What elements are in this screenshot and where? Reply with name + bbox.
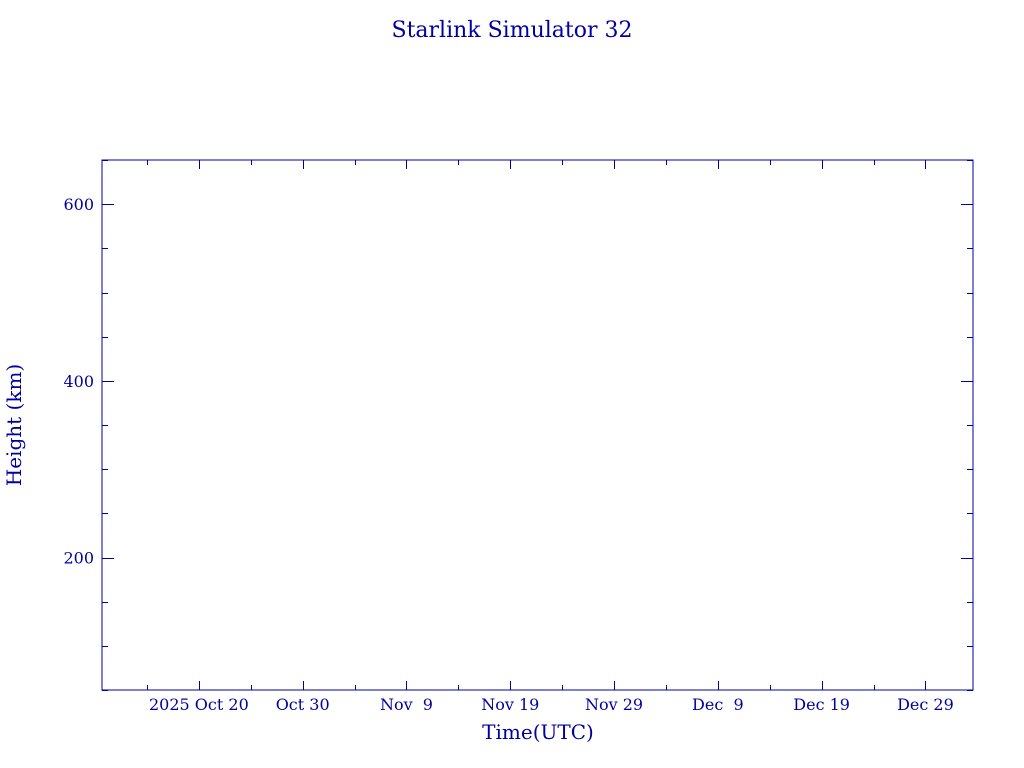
x-tick-label: Nov 29 (585, 695, 643, 714)
x-tick-label: Dec 29 (897, 695, 954, 714)
y-tick-label: 600 (63, 195, 94, 214)
chart-title: Starlink Simulator 32 (392, 18, 633, 43)
x-axis-label: Time(UTC) (482, 720, 594, 744)
x-tick-label: Dec 19 (793, 695, 850, 714)
x-tick-label: 2025 Oct 20 (149, 695, 249, 714)
x-tick-label: Dec 9 (692, 695, 744, 714)
plot-frame (101, 159, 974, 691)
y-tick-label: 400 (63, 372, 94, 391)
y-tick-label: 200 (63, 549, 94, 568)
x-tick-label: Oct 30 (276, 695, 330, 714)
y-axis-label: Height (km) (2, 364, 26, 486)
axis-ticks (102, 160, 973, 691)
x-tick-label: Nov 9 (380, 695, 433, 714)
x-tick-label: Nov 19 (481, 695, 539, 714)
tick-labels: 2025 Oct 20 Oct 30 Nov 9 Nov 19 Nov 29 Dec 9 D… (63, 195, 953, 714)
